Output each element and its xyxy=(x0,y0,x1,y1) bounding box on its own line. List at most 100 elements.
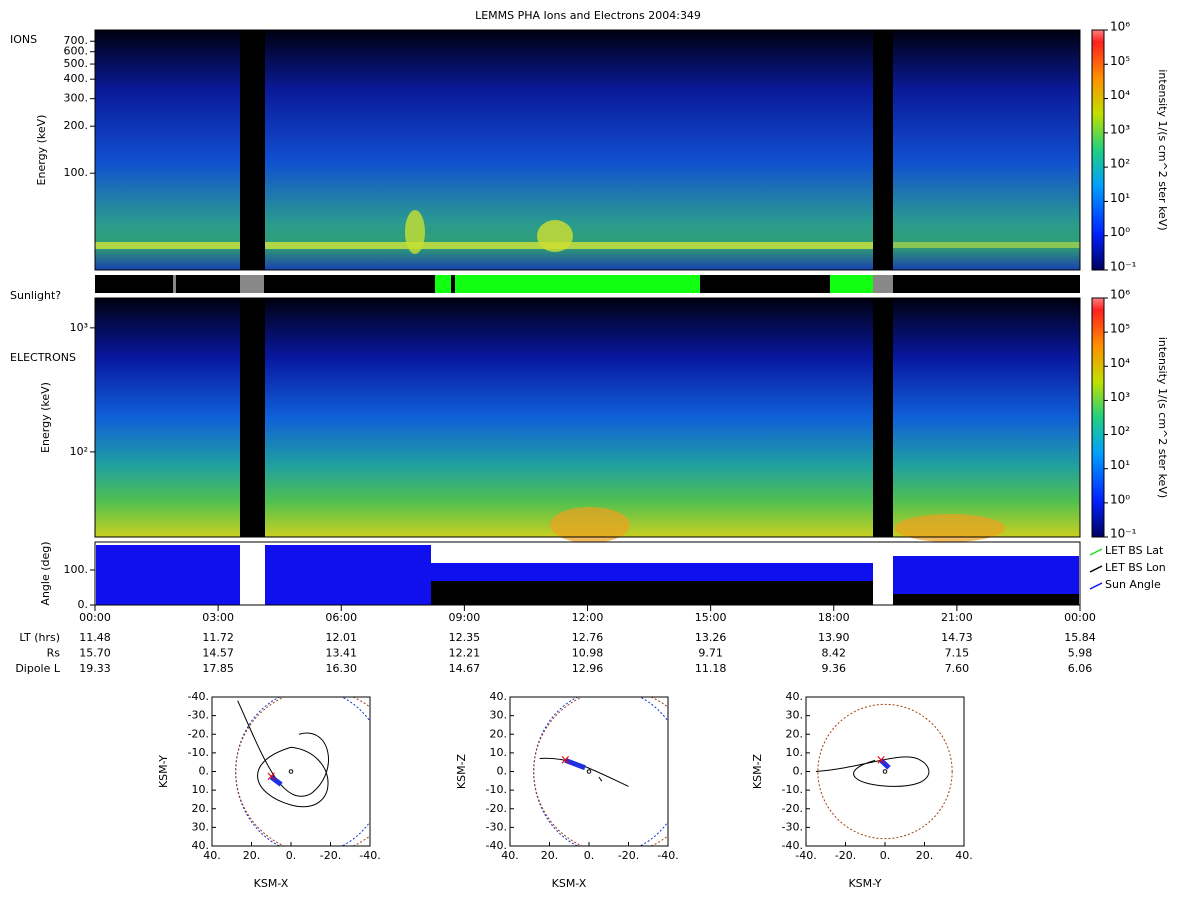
colorbar-tick-label: 10⁴ xyxy=(1110,88,1130,102)
y-tick-label: -40. xyxy=(782,839,803,852)
y-tick-label: 40. xyxy=(786,690,804,703)
ephemeris-value: 15.84 xyxy=(1064,631,1096,644)
ephemeris-value: 17.85 xyxy=(202,662,234,675)
y-tick-label: -10. xyxy=(782,783,803,796)
bow-shock xyxy=(533,697,668,846)
y-axis-label: KSM-Z xyxy=(455,753,468,789)
x-tick-label: -20. xyxy=(320,849,341,862)
x-tick-label: -20. xyxy=(835,849,856,862)
colorbar-tick-label: 10¹ xyxy=(1110,191,1130,205)
sunlight-gap xyxy=(873,275,893,293)
legend-label: LET BS Lon xyxy=(1105,561,1166,574)
y-tick-label: 30. xyxy=(490,709,508,722)
x-tick-label: 06:00 xyxy=(325,611,357,624)
y-tick-label: 20. xyxy=(786,727,804,740)
colorbar-label: intensity 1/(s cm^2 ster keV) xyxy=(1156,69,1169,230)
ephemeris-value: 12.96 xyxy=(572,662,604,675)
y-axis-label: Energy (keV) xyxy=(35,115,48,186)
colorbar-tick-label: 10² xyxy=(1110,424,1130,438)
ion-blob xyxy=(537,220,573,252)
x-axis-label: KSM-X xyxy=(254,877,289,890)
ephemeris-value: 14.67 xyxy=(449,662,481,675)
trajectory xyxy=(237,700,329,808)
x-tick-label: 20. xyxy=(243,849,261,862)
colorbar xyxy=(1091,29,1105,271)
x-tick-label: -40. xyxy=(795,849,816,862)
colorbar-tick-label: 10⁴ xyxy=(1110,356,1130,370)
orbit-frame xyxy=(509,696,669,847)
planet xyxy=(288,769,294,774)
colorbar-tick-label: 10⁰ xyxy=(1110,492,1130,506)
y-tick-label: 10. xyxy=(786,746,804,759)
colorbar-label: intensity 1/(s cm^2 ster keV) xyxy=(1156,337,1169,498)
y-axis-label: Angle (deg) xyxy=(39,541,52,605)
colorbar-tick-label: 10⁶ xyxy=(1110,288,1130,302)
electron-blob xyxy=(550,507,630,543)
y-tick-label: 40. xyxy=(192,839,210,852)
y-tick-label: 0. xyxy=(199,765,210,778)
sc-marker: × xyxy=(266,770,277,785)
panel-frame xyxy=(94,297,1081,538)
ion-blob xyxy=(405,210,425,254)
y-tick-label: 10² xyxy=(70,445,88,458)
panel-label: IONS xyxy=(10,33,37,46)
legend-swatch xyxy=(1089,565,1103,573)
ephemeris-label: Rs xyxy=(47,647,61,660)
y-tick-label: 0. xyxy=(497,765,508,778)
ephemeris-value: 12.01 xyxy=(326,631,358,644)
data-gap xyxy=(240,30,265,270)
y-tick-label: 200. xyxy=(64,119,89,132)
x-axis-label: KSM-X xyxy=(552,877,587,890)
ephemeris-value: 10.98 xyxy=(572,647,604,660)
ephemeris-value: 9.36 xyxy=(822,662,847,675)
y-tick-label: -20. xyxy=(188,727,209,740)
colorbar-tick-label: 10³ xyxy=(1110,390,1130,404)
sc-track xyxy=(564,757,586,771)
data-gap xyxy=(240,298,265,537)
sunlight-on xyxy=(435,275,451,293)
ephemeris-value: 19.33 xyxy=(79,662,111,675)
data-gap xyxy=(240,543,265,605)
sunlight-gap xyxy=(173,275,176,293)
sun-angle-fill xyxy=(431,563,873,581)
y-tick-label: 20. xyxy=(490,727,508,740)
ion-band xyxy=(893,242,1080,248)
ephemeris-value: 11.72 xyxy=(202,631,234,644)
legend-swatch xyxy=(1089,548,1103,556)
x-tick-label: -40. xyxy=(657,849,678,862)
x-tick-label: 21:00 xyxy=(941,611,973,624)
ephemeris-value: 6.06 xyxy=(1068,662,1093,675)
colorbar-tick-label: 10⁶ xyxy=(1110,20,1130,34)
y-tick-label: -20. xyxy=(486,802,507,815)
sun-angle-fill xyxy=(893,556,1079,594)
planet xyxy=(586,769,592,774)
orbit-frame xyxy=(211,696,371,847)
y-axis-label: Energy (keV) xyxy=(39,382,52,453)
lon-fill xyxy=(431,581,873,605)
colorbar-tick-label: 10⁻¹ xyxy=(1110,260,1137,274)
ephemeris-value: 15.70 xyxy=(79,647,111,660)
y-tick-label: 100. xyxy=(64,166,89,179)
trajectory xyxy=(539,757,629,787)
ephemeris-value: 9.71 xyxy=(698,647,723,660)
orbit-plot: × -40. -20. 0. 20. 40. 40. 30. 20. 10. 0. -10. -20. -… xyxy=(751,690,973,890)
data-gap xyxy=(873,30,893,270)
x-tick-label: 0. xyxy=(880,849,891,862)
x-tick-label: -20. xyxy=(618,849,639,862)
y-tick-label: -40. xyxy=(486,839,507,852)
sunlight-gap xyxy=(240,275,264,293)
x-tick-label: 00:00 xyxy=(1064,611,1096,624)
trajectory xyxy=(815,756,930,787)
ephemeris-value: 13.90 xyxy=(818,631,850,644)
bow-shock xyxy=(235,697,370,846)
lon-fill xyxy=(893,594,1079,605)
bow-shock xyxy=(817,703,953,840)
y-tick-label: 10. xyxy=(490,746,508,759)
colorbar-tick-label: 10⁵ xyxy=(1110,54,1130,68)
x-tick-label: 18:00 xyxy=(818,611,850,624)
panel-label: Sunlight? xyxy=(10,289,61,302)
data-gap xyxy=(873,298,893,537)
colorbar-tick-label: 10¹ xyxy=(1110,458,1130,472)
orbit-frame xyxy=(805,696,965,847)
